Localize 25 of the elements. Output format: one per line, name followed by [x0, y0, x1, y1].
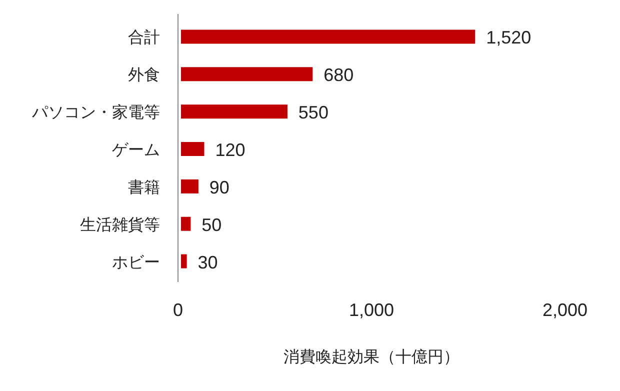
x-tick-label: 0 — [172, 300, 184, 320]
y-tick-label: パソコン・家電等 — [31, 104, 160, 122]
y-tick-label: 書籍 — [128, 178, 160, 196]
bar — [181, 30, 476, 44]
data-label: 550 — [298, 102, 328, 123]
data-label: 120 — [215, 140, 246, 160]
bar — [181, 216, 191, 231]
y-tick-label: 外食 — [128, 66, 160, 84]
data-label: 30 — [198, 252, 218, 272]
bar — [181, 142, 204, 156]
data-label: 50 — [202, 214, 222, 235]
x-tick-label: 2,000 — [542, 300, 588, 320]
y-tick-label: ゲーム — [112, 142, 160, 159]
y-tick-label: ホビー — [112, 254, 160, 272]
bar — [181, 179, 198, 194]
y-tick-label: 合計 — [128, 28, 160, 47]
y-tick-label: 生活雑貨等 — [80, 216, 160, 234]
x-tick-label: 1,000 — [348, 300, 394, 320]
bar — [181, 104, 288, 119]
data-label: 90 — [209, 177, 230, 198]
bar — [181, 67, 313, 82]
bar — [181, 254, 187, 268]
data-label: 1,520 — [486, 28, 532, 48]
data-label: 680 — [324, 65, 354, 86]
x-axis-title: 消費喚起効果（十億円） — [284, 348, 460, 366]
